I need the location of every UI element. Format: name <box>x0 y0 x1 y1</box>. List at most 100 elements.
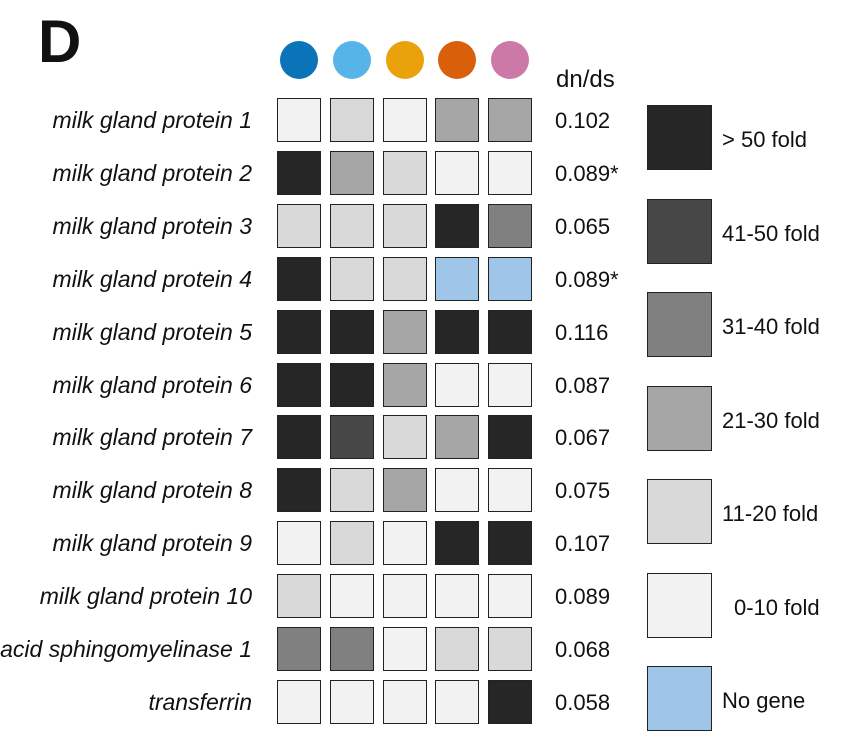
column-dot-5 <box>491 41 529 79</box>
heatmap-cell <box>330 203 374 248</box>
heatmap-cell <box>488 256 532 301</box>
dnds-value: 0.089 <box>555 584 611 610</box>
heatmap-cell <box>330 362 374 407</box>
column-dot-1 <box>280 41 318 79</box>
heatmap-cell <box>383 309 427 354</box>
dnds-value: 0.065 <box>555 213 611 239</box>
legend-swatch <box>647 105 712 170</box>
heatmap-cell <box>435 574 479 619</box>
heatmap-cell <box>330 627 374 671</box>
column-dot-4 <box>438 41 476 79</box>
dnds-value: 0.068 <box>555 637 611 662</box>
column-dot-3 <box>386 41 424 79</box>
heatmap-cell <box>383 415 427 460</box>
heatmap-cell <box>383 679 427 724</box>
heatmap-cell <box>435 256 479 301</box>
heatmap-cell <box>488 627 532 671</box>
row-label: transferrin <box>148 688 252 715</box>
heatmap-cell <box>277 415 321 460</box>
heatmap-cell <box>488 415 532 460</box>
legend-swatch <box>647 572 712 638</box>
row-label: milk gland protein 2 <box>52 159 252 186</box>
dnds-value: 0.089* <box>555 160 619 186</box>
heatmap-cell <box>330 679 374 724</box>
dnds-column-title: dn/ds <box>556 66 615 93</box>
row-label: milk gland protein 8 <box>52 477 252 504</box>
heatmap-cell <box>488 309 532 354</box>
heatmap-cell <box>488 203 532 248</box>
heatmap-cell <box>383 468 427 513</box>
row-label: acid sphingomyelinase 1 <box>0 636 252 662</box>
heatmap-cell <box>435 98 479 142</box>
heatmap-cell <box>488 679 532 724</box>
row-label: milk gland protein 10 <box>39 583 252 610</box>
heatmap-cell <box>277 309 321 354</box>
dnds-value: 0.075 <box>555 478 611 504</box>
heatmap-cell <box>330 98 374 142</box>
heatmap-cell <box>277 203 321 248</box>
dnds-value: 0.058 <box>555 689 611 715</box>
legend-label: 0-10 fold <box>734 594 820 620</box>
dnds-value: 0.087 <box>555 372 611 398</box>
legend-label: > 50 fold <box>722 127 808 152</box>
heatmap-cell <box>277 362 321 407</box>
heatmap-cell <box>277 679 321 724</box>
heatmap-cell <box>435 415 479 460</box>
legend-label: 11-20 fold <box>722 501 819 526</box>
heatmap-cell <box>277 521 321 566</box>
heatmap-cell <box>277 150 321 195</box>
heatmap-cell <box>277 468 321 513</box>
heatmap-cell <box>435 203 479 248</box>
legend-swatch <box>647 292 712 357</box>
heatmap-cell <box>383 627 427 671</box>
heatmap-cell <box>488 362 532 407</box>
heatmap-cell <box>330 468 374 513</box>
dnds-value: 0.102 <box>555 108 611 133</box>
heatmap-cell <box>330 309 374 354</box>
legend-swatch <box>647 198 712 264</box>
row-label: milk gland protein 4 <box>52 265 252 292</box>
heatmap-cell <box>435 309 479 354</box>
heatmap-cell <box>330 521 374 566</box>
heatmap-cell <box>277 627 321 671</box>
heatmap-cell <box>383 98 427 142</box>
heatmap-cell <box>435 468 479 513</box>
heatmap-cell <box>435 627 479 671</box>
legend-swatch <box>647 666 712 731</box>
legend-label: 41-50 fold <box>722 220 820 246</box>
row-label: milk gland protein 1 <box>52 107 252 133</box>
legend-label: No gene <box>722 688 806 713</box>
dnds-value: 0.067 <box>555 425 611 451</box>
heatmap-cell <box>383 203 427 248</box>
row-label: milk gland protein 5 <box>52 318 252 345</box>
heatmap-cell <box>488 521 532 566</box>
heatmap-cell <box>330 256 374 301</box>
heatmap-cell <box>488 150 532 195</box>
heatmap-cell <box>277 256 321 301</box>
legend-swatch <box>647 385 712 451</box>
heatmap-cell <box>383 256 427 301</box>
dnds-value: 0.116 <box>555 319 609 345</box>
heatmap-cell <box>435 679 479 724</box>
heatmap-cell <box>488 98 532 142</box>
heatmap-cell <box>383 521 427 566</box>
heatmap-cell <box>488 574 532 619</box>
heatmap-cell <box>330 574 374 619</box>
dnds-value: 0.089* <box>555 266 619 292</box>
heatmap-cell <box>383 362 427 407</box>
column-dot-2 <box>333 41 371 79</box>
heatmap-cell <box>330 150 374 195</box>
heatmap-cell <box>277 574 321 619</box>
row-label: milk gland protein 3 <box>52 212 252 239</box>
heatmap-cell <box>435 150 479 195</box>
heatmap-cell <box>488 468 532 513</box>
legend-label: 31-40 fold <box>722 314 820 339</box>
row-label: milk gland protein 9 <box>52 530 252 557</box>
row-label: milk gland protein 7 <box>52 424 252 451</box>
legend-swatch <box>647 479 712 544</box>
dnds-value: 0.107 <box>555 531 611 557</box>
heatmap-cell <box>435 521 479 566</box>
panel-letter: D <box>38 8 82 75</box>
row-label: milk gland protein 6 <box>52 371 252 398</box>
heatmap-cell <box>330 415 374 460</box>
